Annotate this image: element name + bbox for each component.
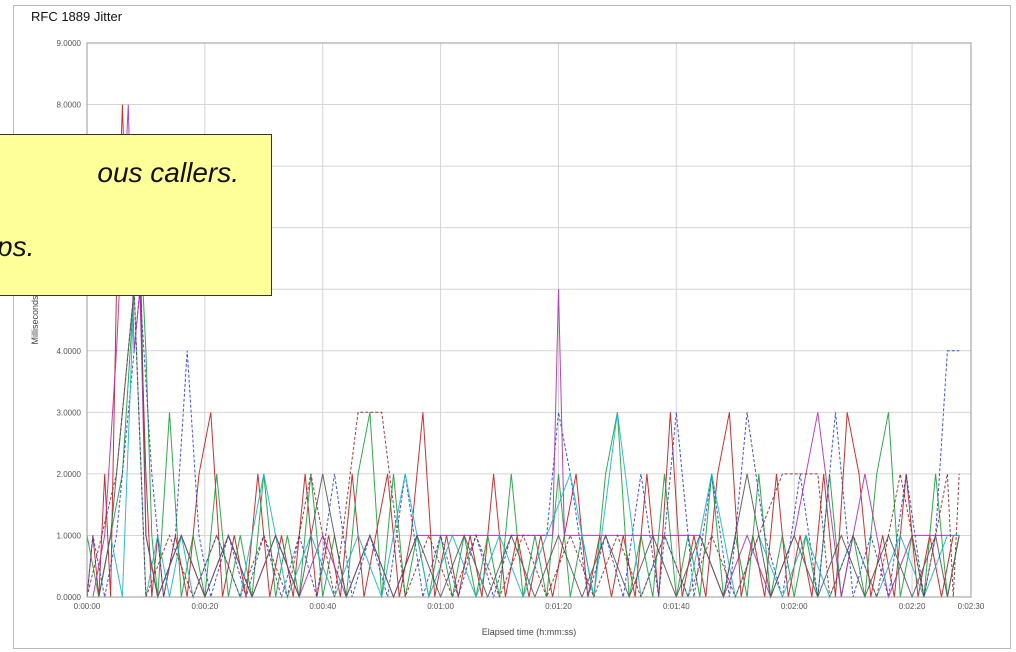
y-tick-label: 4.0000 [57,347,82,356]
x-tick-label: 0:01:20 [545,602,572,611]
x-tick-label: 0:00:40 [309,602,336,611]
callout-line-1: ous callers. [97,157,239,188]
series-line-3 [86,289,960,599]
x-axis-label: Elapsed time (h:mm:ss) [482,627,577,637]
y-tick-label: 8.0000 [57,101,82,110]
y-tick-label: 2.0000 [57,470,82,479]
y-tick-labels: 0.00001.00002.00003.00004.00005.00006.00… [57,39,82,602]
series-line-2 [86,227,960,598]
y-tick-label: 1.0000 [57,531,82,540]
callout-line-2: ps. [0,231,35,262]
x-tick-label: 0:02:30 [958,602,985,611]
y-tick-label: 0.0000 [57,593,82,602]
series-line-7 [98,227,960,599]
x-tick-label: 0:00:00 [74,602,101,611]
callout-box: ous callers. ps. [0,134,272,296]
x-tick-labels: 0:00:00 0:00:20 0:00:40 0:01:00 0:01:20 0:01:… [74,602,985,611]
axes [86,42,972,598]
series-line-5 [87,289,960,599]
x-tick-label: 0:01:00 [427,602,454,611]
x-tick-label: 0:01:40 [663,602,690,611]
y-tick-label: 9.0000 [57,39,82,48]
chart-title: RFC 1889 Jitter [31,9,123,24]
x-tick-label: 0:00:20 [192,602,219,611]
x-tick-label: 0:02:20 [899,602,926,611]
y-axis-label: Milliseconds [30,295,40,345]
plot-border [86,42,972,598]
x-tick-label: 0:02:00 [781,602,808,611]
y-tick-label: 3.0000 [57,408,82,417]
gridlines [86,42,972,598]
series-line-6 [86,289,960,599]
